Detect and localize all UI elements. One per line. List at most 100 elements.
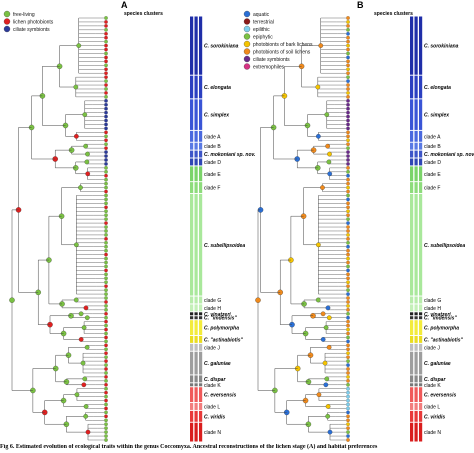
panel-a-tip-node <box>104 343 108 348</box>
panel-a-tip-node <box>104 264 108 269</box>
panel-b-internal-node <box>325 143 330 149</box>
panel-a-cluster-bar <box>199 410 203 422</box>
panel-a-cluster-bar <box>199 422 203 442</box>
panel-a-cluster-bar <box>190 166 194 182</box>
panel-a-tip-node <box>104 24 108 28</box>
panel-a-tip-node <box>104 166 108 170</box>
panel-a-cluster-label: clade G <box>204 298 221 304</box>
panel-a-cluster-bar <box>194 387 198 403</box>
panel-a-cluster-label: clade L <box>204 404 220 410</box>
panel-b-cluster-bar <box>410 150 414 158</box>
panel-a-tip-node <box>104 272 108 277</box>
panel-a-tip-node <box>104 106 108 111</box>
panel-a-tip-node <box>104 87 108 91</box>
panel-b-cluster-label: clade N <box>424 430 441 436</box>
panel-a-tip-node <box>104 276 108 281</box>
panel-b-tip-node <box>346 268 350 273</box>
panel-a-cluster-bar <box>190 150 194 158</box>
panel-a-tip-node <box>104 67 108 72</box>
panel-b-tip-node <box>346 414 350 419</box>
panel-b-cluster-label: clade G <box>424 298 441 304</box>
panel-b-tip-node <box>346 355 350 359</box>
panel-b-tip-node <box>346 201 350 206</box>
panel-a-cluster-bar <box>199 375 203 383</box>
panel-b-tip-node <box>346 386 350 391</box>
panel-b-tip-node <box>346 225 350 229</box>
panel-a-internal-node <box>74 392 80 397</box>
panel-b-cluster-bar <box>414 351 418 375</box>
panel-b-internal-node <box>325 305 331 311</box>
panel-a-internal-node <box>85 429 91 435</box>
panel-a-tip-node <box>104 288 108 292</box>
panel-b-cluster-bar <box>410 422 414 442</box>
panel-a-tip-node <box>104 248 108 253</box>
panel-b-cluster-bar <box>419 312 423 316</box>
panel-a-tip-node <box>104 189 108 194</box>
panel-a-tip-node <box>104 315 108 320</box>
panel-b-internal-node <box>327 171 333 177</box>
panel-b-tip-node <box>346 35 350 40</box>
panel-b-cluster-bar <box>410 130 414 142</box>
panel-b-internal-node <box>320 337 326 342</box>
panel-a-tip-node <box>104 386 108 391</box>
panel-b-internal-node <box>323 382 329 388</box>
panel-b-tip-node <box>346 296 350 300</box>
panel-b-tip-node <box>346 315 350 320</box>
panel-a-cluster-bar <box>190 316 194 320</box>
panel-a-tip-node <box>104 146 108 150</box>
panel-b-internal-node <box>316 242 321 248</box>
panel-b-tip-node <box>346 375 350 379</box>
panel-b-legend-swatch <box>243 25 251 33</box>
panel-b-tip-node <box>346 28 350 32</box>
panel-a-cluster-bar <box>190 99 194 130</box>
panel-b-tip-node <box>346 185 350 190</box>
panel-b-cluster-bar <box>414 316 418 320</box>
panel-b-legend: aquaticterrestrialepilithicepiphyticphot… <box>243 10 313 71</box>
panel-b-cluster-bar <box>419 387 423 403</box>
panel-a-tip-node <box>104 47 108 52</box>
panel-b-internal-node <box>318 43 324 48</box>
panel-a-tip-node <box>104 130 108 135</box>
panel-b-cluster-bar <box>414 99 418 130</box>
panel-b-legend-swatch <box>243 55 251 63</box>
panel-b-tip-node <box>346 75 350 79</box>
panel-a-cluster-bar <box>199 158 203 166</box>
panel-b-cluster-label: clade K <box>424 383 441 389</box>
panel-b-tree <box>255 16 350 442</box>
panel-b-tip-node <box>346 95 350 99</box>
panel-a-cluster-bar <box>190 383 194 387</box>
panel-a-internal-node <box>74 133 79 139</box>
panel-b-cluster-bar <box>410 193 414 296</box>
panel-a-tip-node <box>104 126 108 131</box>
panel-a-cluster-bar <box>194 343 198 351</box>
panel-a-tip-node <box>104 308 108 312</box>
panel-b-cluster-bar <box>410 351 414 375</box>
panel-a-tip-node <box>104 91 108 95</box>
panel-b-cluster-bar <box>410 75 414 99</box>
panel-a-tip-node <box>104 43 108 48</box>
panel-a-internal-node <box>78 337 84 342</box>
panel-b-cluster-bar <box>410 410 414 422</box>
panel-a-internal-node <box>78 311 84 317</box>
panel-b-cluster-label: clade L <box>424 404 440 410</box>
panel-b-cluster-bar <box>410 296 414 304</box>
panel-b-tip-node <box>346 126 350 131</box>
panel-b-cluster-bar <box>419 410 423 422</box>
panel-a-cluster-bar <box>199 193 203 296</box>
panel-a-cluster-label: C. mokoniani sp. nov. <box>204 152 256 158</box>
panel-b-cluster-bar <box>414 166 418 182</box>
panel-a-cluster-bar <box>194 150 198 158</box>
panel-b-tip-node <box>346 410 350 415</box>
panel-a-tip-node <box>104 438 108 442</box>
panel-a-cluster-bar <box>194 320 198 336</box>
panel-b-tip-node <box>346 430 350 434</box>
panel-a-tip-node <box>104 154 108 158</box>
panel-b-legend-swatch <box>243 48 251 55</box>
panel-b-cluster-bar <box>410 182 414 194</box>
panel-b-cluster-label: clade H <box>424 306 441 312</box>
panel-a-cluster-bar <box>199 296 203 304</box>
panel-b-internal-node <box>315 297 321 303</box>
panel-b-tip-node <box>346 311 350 316</box>
panel-a-tip-node <box>104 35 108 40</box>
panel-b-internal-node <box>327 151 332 157</box>
